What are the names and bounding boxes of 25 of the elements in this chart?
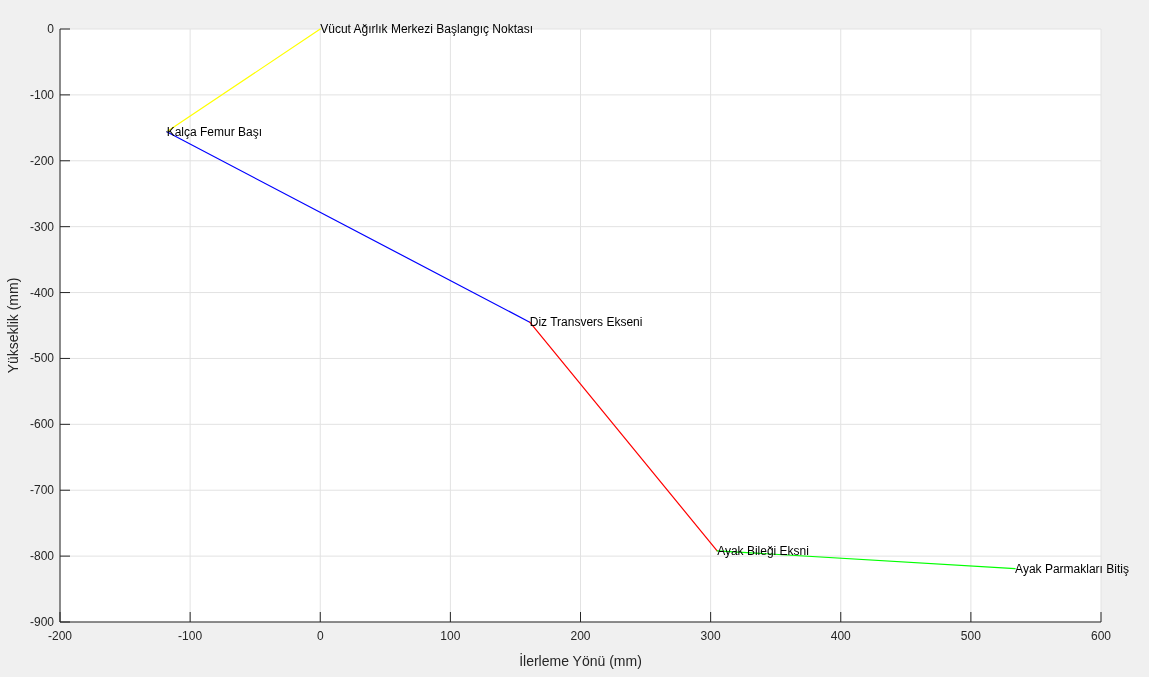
x-axis-title: İlerleme Yönü (mm) [519, 652, 642, 669]
annotation: Vücut Ağırlık Merkezi Başlangıç Noktası [320, 22, 534, 36]
x-tick-label: -200 [47, 629, 73, 643]
y-tick-label: -400 [29, 285, 55, 300]
x-tick-label: 400 [830, 629, 852, 643]
x-tick-label: -100 [178, 629, 203, 643]
y-tick-label: -200 [29, 153, 55, 168]
y-tick-label: -700 [29, 483, 55, 498]
x-tick-label: 0 [316, 629, 324, 643]
x-tick-label: 200 [570, 629, 591, 643]
x-tick-label: 600 [1090, 629, 1112, 643]
y-tick-label: -600 [29, 417, 55, 432]
x-tick-label: 100 [440, 629, 461, 643]
annotation: Diz Transvers Ekseni [529, 315, 643, 330]
y-tick-label: -800 [29, 549, 55, 564]
y-tick-label: -300 [29, 219, 55, 234]
y-axis-title: Yükseklik (mm) [5, 277, 21, 374]
y-tick-label: -900 [29, 615, 55, 629]
x-tick-label: 300 [700, 629, 721, 643]
annotation: Ayak Parmakları Bitiş [1015, 561, 1129, 576]
y-tick-label: -500 [29, 351, 55, 366]
y-tick-label: -100 [29, 87, 55, 102]
y-tick-label: 0 [47, 22, 55, 36]
annotation: Kalça Femur Başı [166, 124, 263, 139]
x-tick-label: 500 [960, 629, 982, 643]
